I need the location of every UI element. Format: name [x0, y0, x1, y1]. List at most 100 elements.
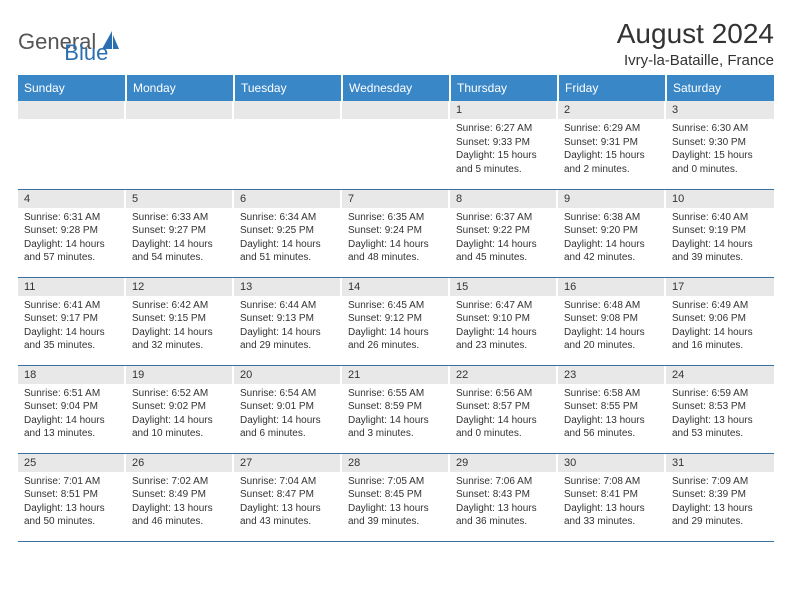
daylight-text: Daylight: 15 hours and 0 minutes.	[672, 149, 768, 176]
calendar-title: August 2024	[617, 18, 774, 50]
daylight-text: Daylight: 14 hours and 13 minutes.	[24, 414, 118, 441]
day-number: 20	[234, 366, 342, 384]
sunrise-text: Sunrise: 7:01 AM	[24, 475, 118, 489]
weekday-header-row: Sunday Monday Tuesday Wednesday Thursday…	[18, 75, 774, 101]
day-body: Sunrise: 6:30 AMSunset: 9:30 PMDaylight:…	[666, 119, 774, 180]
calendar-cell: 30Sunrise: 7:08 AMSunset: 8:41 PMDayligh…	[558, 453, 666, 541]
calendar-row: 11Sunrise: 6:41 AMSunset: 9:17 PMDayligh…	[18, 277, 774, 365]
day-number: 26	[126, 454, 234, 472]
sunset-text: Sunset: 9:33 PM	[456, 136, 550, 150]
weekday-header: Friday	[558, 75, 666, 101]
day-number: 25	[18, 454, 126, 472]
day-body-empty	[234, 119, 342, 126]
calendar-cell: 26Sunrise: 7:02 AMSunset: 8:49 PMDayligh…	[126, 453, 234, 541]
logo: General Blue	[18, 18, 108, 66]
calendar-subtitle: Ivry-la-Bataille, France	[617, 52, 774, 69]
day-body: Sunrise: 6:58 AMSunset: 8:55 PMDaylight:…	[558, 384, 666, 445]
sunrise-text: Sunrise: 6:58 AM	[564, 387, 658, 401]
daylight-text: Daylight: 14 hours and 32 minutes.	[132, 326, 226, 353]
day-number: 16	[558, 278, 666, 296]
sunrise-text: Sunrise: 6:54 AM	[240, 387, 334, 401]
day-body-empty	[126, 119, 234, 126]
calendar-cell: 25Sunrise: 7:01 AMSunset: 8:51 PMDayligh…	[18, 453, 126, 541]
sunrise-text: Sunrise: 6:34 AM	[240, 211, 334, 225]
calendar-cell: 6Sunrise: 6:34 AMSunset: 9:25 PMDaylight…	[234, 189, 342, 277]
sunrise-text: Sunrise: 6:56 AM	[456, 387, 550, 401]
day-number: 27	[234, 454, 342, 472]
weekday-header: Wednesday	[342, 75, 450, 101]
calendar-row: 25Sunrise: 7:01 AMSunset: 8:51 PMDayligh…	[18, 453, 774, 541]
calendar-row: 1Sunrise: 6:27 AMSunset: 9:33 PMDaylight…	[18, 101, 774, 189]
sunrise-text: Sunrise: 7:06 AM	[456, 475, 550, 489]
calendar-cell: 19Sunrise: 6:52 AMSunset: 9:02 PMDayligh…	[126, 365, 234, 453]
daylight-text: Daylight: 13 hours and 29 minutes.	[672, 502, 768, 529]
weekday-header: Tuesday	[234, 75, 342, 101]
sunrise-text: Sunrise: 6:59 AM	[672, 387, 768, 401]
daylight-text: Daylight: 14 hours and 35 minutes.	[24, 326, 118, 353]
weekday-header: Saturday	[666, 75, 774, 101]
sunset-text: Sunset: 8:59 PM	[348, 400, 442, 414]
title-block: August 2024 Ivry-la-Bataille, France	[617, 18, 774, 69]
day-number: 10	[666, 190, 774, 208]
daylight-text: Daylight: 13 hours and 46 minutes.	[132, 502, 226, 529]
sunrise-text: Sunrise: 6:30 AM	[672, 122, 768, 136]
day-body: Sunrise: 6:37 AMSunset: 9:22 PMDaylight:…	[450, 208, 558, 269]
sunset-text: Sunset: 9:13 PM	[240, 312, 334, 326]
calendar-table: Sunday Monday Tuesday Wednesday Thursday…	[18, 75, 774, 542]
daylight-text: Daylight: 14 hours and 3 minutes.	[348, 414, 442, 441]
calendar-cell: 22Sunrise: 6:56 AMSunset: 8:57 PMDayligh…	[450, 365, 558, 453]
sunrise-text: Sunrise: 6:47 AM	[456, 299, 550, 313]
sunrise-text: Sunrise: 6:37 AM	[456, 211, 550, 225]
sunset-text: Sunset: 9:22 PM	[456, 224, 550, 238]
day-number: 21	[342, 366, 450, 384]
day-number-empty	[234, 101, 342, 119]
sunrise-text: Sunrise: 6:40 AM	[672, 211, 768, 225]
calendar-cell: 20Sunrise: 6:54 AMSunset: 9:01 PMDayligh…	[234, 365, 342, 453]
sunset-text: Sunset: 9:10 PM	[456, 312, 550, 326]
calendar-cell: 9Sunrise: 6:38 AMSunset: 9:20 PMDaylight…	[558, 189, 666, 277]
day-body: Sunrise: 6:54 AMSunset: 9:01 PMDaylight:…	[234, 384, 342, 445]
header-row: General Blue August 2024 Ivry-la-Bataill…	[18, 18, 774, 69]
sunset-text: Sunset: 9:28 PM	[24, 224, 118, 238]
day-number: 15	[450, 278, 558, 296]
sunset-text: Sunset: 9:17 PM	[24, 312, 118, 326]
sunset-text: Sunset: 9:24 PM	[348, 224, 442, 238]
calendar-cell: 18Sunrise: 6:51 AMSunset: 9:04 PMDayligh…	[18, 365, 126, 453]
sunrise-text: Sunrise: 7:08 AM	[564, 475, 658, 489]
sunset-text: Sunset: 8:41 PM	[564, 488, 658, 502]
calendar-cell: 21 Sunrise: 6:55 AMSunset: 8:59 PMDayligh…	[342, 365, 450, 453]
day-number: 19	[126, 366, 234, 384]
day-number: 17	[666, 278, 774, 296]
sunset-text: Sunset: 9:31 PM	[564, 136, 658, 150]
day-number: 22	[450, 366, 558, 384]
day-number: 11	[18, 278, 126, 296]
day-body: Sunrise: 7:06 AMSunset: 8:43 PMDaylight:…	[450, 472, 558, 533]
daylight-text: Daylight: 13 hours and 50 minutes.	[24, 502, 118, 529]
day-body: Sunrise: 6:29 AMSunset: 9:31 PMDaylight:…	[558, 119, 666, 180]
daylight-text: Daylight: 13 hours and 39 minutes.	[348, 502, 442, 529]
daylight-text: Daylight: 14 hours and 42 minutes.	[564, 238, 658, 265]
calendar-cell: 31Sunrise: 7:09 AMSunset: 8:39 PMDayligh…	[666, 453, 774, 541]
sunrise-text: Sunrise: 6:55 AM	[348, 387, 442, 401]
sunset-text: Sunset: 9:20 PM	[564, 224, 658, 238]
day-number: 5	[126, 190, 234, 208]
calendar-cell: 24Sunrise: 6:59 AMSunset: 8:53 PMDayligh…	[666, 365, 774, 453]
calendar-cell: 1Sunrise: 6:27 AMSunset: 9:33 PMDaylight…	[450, 101, 558, 189]
sunrise-text: Sunrise: 7:02 AM	[132, 475, 226, 489]
calendar-cell: 11Sunrise: 6:41 AMSunset: 9:17 PMDayligh…	[18, 277, 126, 365]
day-body: Sunrise: 6:52 AMSunset: 9:02 PMDaylight:…	[126, 384, 234, 445]
day-body: Sunrise: 6:41 AMSunset: 9:17 PMDaylight:…	[18, 296, 126, 357]
calendar-page: General Blue August 2024 Ivry-la-Bataill…	[0, 0, 792, 542]
day-number: 14	[342, 278, 450, 296]
weekday-header: Monday	[126, 75, 234, 101]
calendar-cell: 23Sunrise: 6:58 AMSunset: 8:55 PMDayligh…	[558, 365, 666, 453]
day-number-empty	[126, 101, 234, 119]
calendar-cell: 27Sunrise: 7:04 AMSunset: 8:47 PMDayligh…	[234, 453, 342, 541]
calendar-cell: 4Sunrise: 6:31 AMSunset: 9:28 PMDaylight…	[18, 189, 126, 277]
sunrise-text: Sunrise: 6:41 AM	[24, 299, 118, 313]
calendar-cell: 14Sunrise: 6:45 AMSunset: 9:12 PMDayligh…	[342, 277, 450, 365]
daylight-text: Daylight: 14 hours and 0 minutes.	[456, 414, 550, 441]
day-body: Sunrise: 6:51 AMSunset: 9:04 PMDaylight:…	[18, 384, 126, 445]
daylight-text: Daylight: 14 hours and 39 minutes.	[672, 238, 768, 265]
day-number: 28	[342, 454, 450, 472]
